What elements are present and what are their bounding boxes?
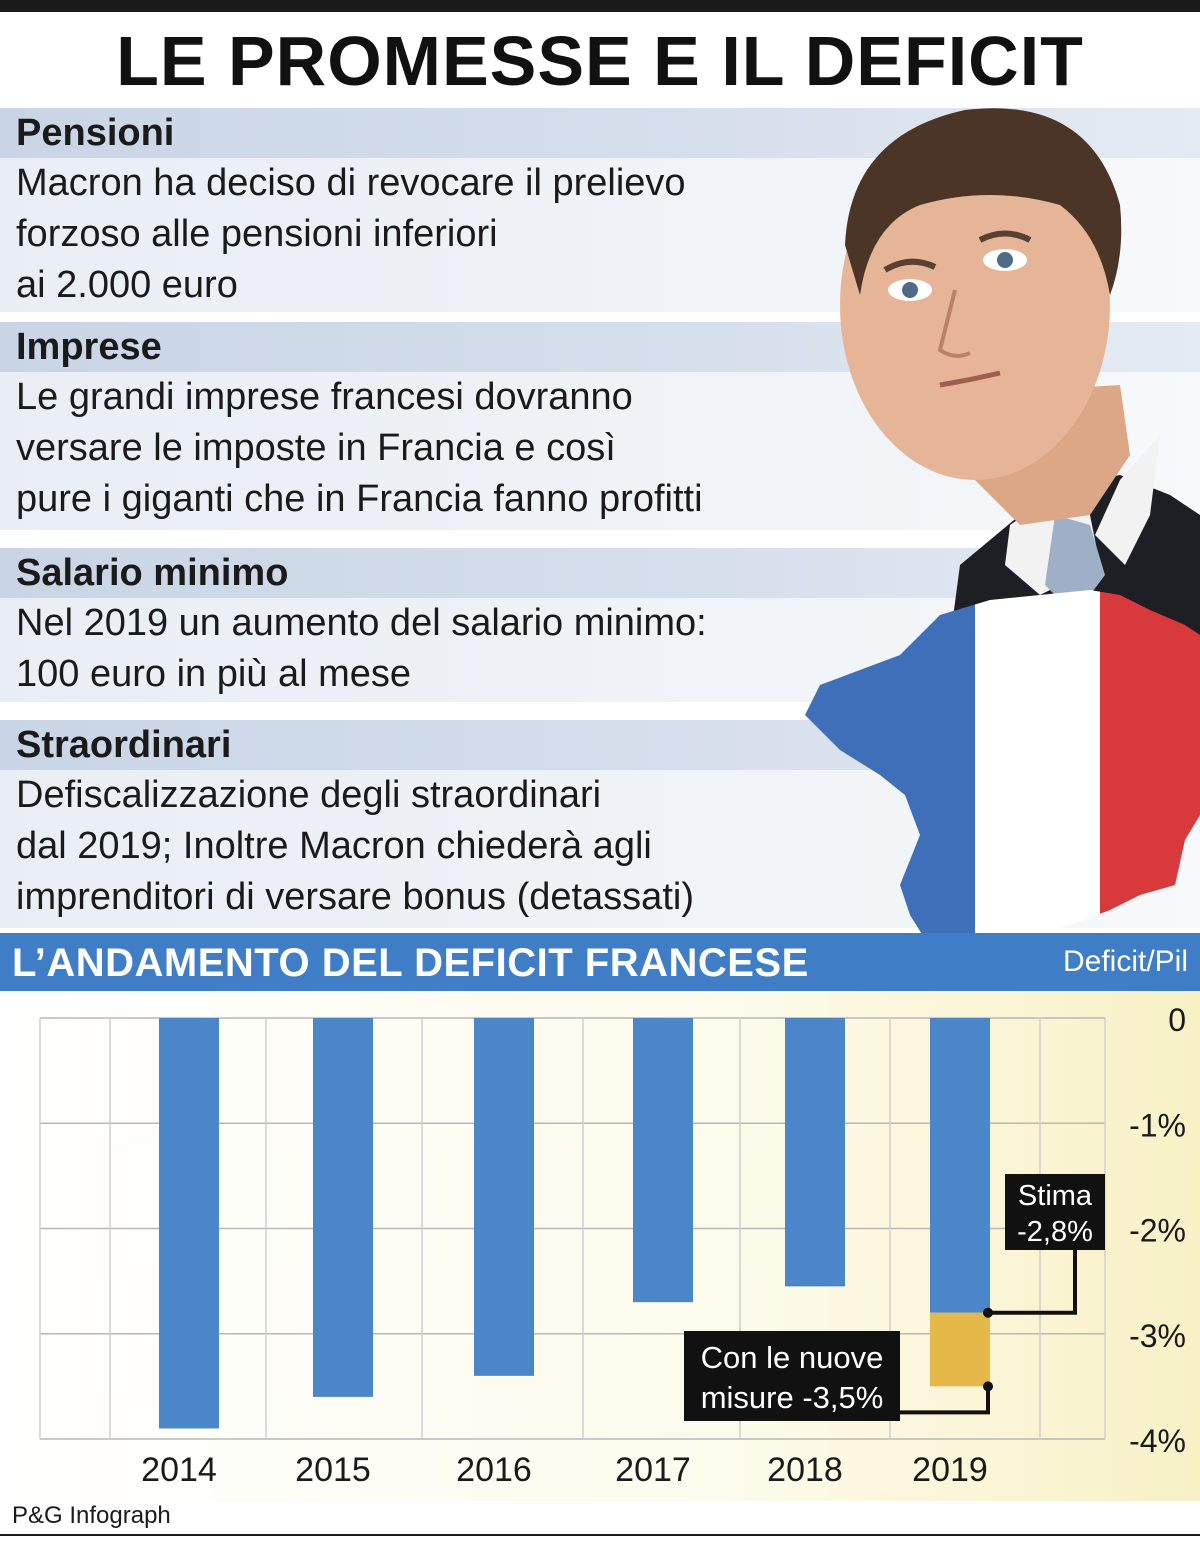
bar-2018 [785, 1018, 845, 1287]
top-rule [0, 0, 1200, 12]
section-text-line: Macron ha deciso di revocare il prelievo [16, 162, 686, 204]
bar-2015 [313, 1018, 373, 1397]
face-shape [840, 108, 1122, 480]
section-text-line: forzoso alle pensioni inferiori [16, 213, 498, 255]
annotation-text: -2,8% [1017, 1216, 1093, 1248]
annotation-leader [900, 1386, 990, 1415]
bottom-rule [0, 1534, 1200, 1536]
source-credit: P&G Infograph [12, 1502, 171, 1529]
section-text-line: versare le imposte in Francia e così [16, 427, 616, 469]
x-tick-label: 2014 [141, 1451, 217, 1489]
bar-2017 [633, 1018, 693, 1303]
section-heading-label: Pensioni [16, 112, 175, 154]
y-tick-label: -2% [1129, 1213, 1186, 1249]
y-tick-label: 0 [1168, 1002, 1186, 1038]
annotation-box-stima [1005, 1174, 1105, 1250]
section-text-line: ai 2.000 euro [16, 264, 238, 306]
annotation-text: Stima [1018, 1180, 1093, 1212]
section-heading-label: Straordinari [16, 724, 232, 766]
chart-header-band: L’ANDAMENTO DEL DEFICIT FRANCESE Deficit… [0, 933, 1200, 991]
page-title: LE PROMESSE E IL DEFICIT [116, 22, 1084, 100]
section-text-line: 100 euro in più al mese [16, 653, 412, 695]
section-text-line: Le grandi imprese francesi dovranno [16, 376, 633, 418]
section-text-line: Nel 2019 un aumento del salario minimo: [16, 602, 707, 644]
france-flag-map [805, 590, 1200, 950]
annotation-text: Con le nuove [701, 1340, 884, 1375]
annotation-leader [988, 1246, 1077, 1315]
x-tick-label: 2015 [295, 1451, 371, 1489]
y-tick-label: -1% [1129, 1107, 1186, 1143]
section-text-line: Defiscalizzazione degli straordinari [16, 774, 602, 816]
section-text-line: pure i giganti che in Francia fanno prof… [16, 478, 703, 520]
deficit-bar-chart: 0 -1% -2% -3% -4% 2014 2015 2016 2017 2018 2019 Sti… [39, 1002, 1186, 1489]
section-heading-label: Salario minimo [16, 552, 289, 594]
portrait-illustration [805, 108, 1200, 950]
x-tick-label: 2019 [912, 1451, 988, 1489]
annotation-box-new-measures [684, 1331, 900, 1421]
bar-2019 [930, 1018, 990, 1313]
bar-2014 [159, 1018, 219, 1429]
annotation-text: misure -3,5% [701, 1380, 884, 1415]
y-tick-label: -3% [1129, 1318, 1186, 1354]
x-tick-label: 2018 [767, 1451, 843, 1489]
chart-unit-label: Deficit/Pil [1062, 945, 1188, 978]
x-tick-label: 2016 [456, 1451, 532, 1489]
section-text-line: dal 2019; Inoltre Macron chiederà agli [16, 825, 652, 867]
x-tick-label: 2017 [615, 1451, 691, 1489]
chart-title: L’ANDAMENTO DEL DEFICIT FRANCESE [12, 941, 809, 985]
section-heading-label: Imprese [16, 326, 162, 368]
bar-2016 [474, 1018, 534, 1376]
bar-2019-new-measures [930, 1312, 990, 1387]
section-text-line: imprenditori di versare bonus (detassati… [16, 876, 694, 918]
y-tick-label: -4% [1129, 1423, 1186, 1459]
